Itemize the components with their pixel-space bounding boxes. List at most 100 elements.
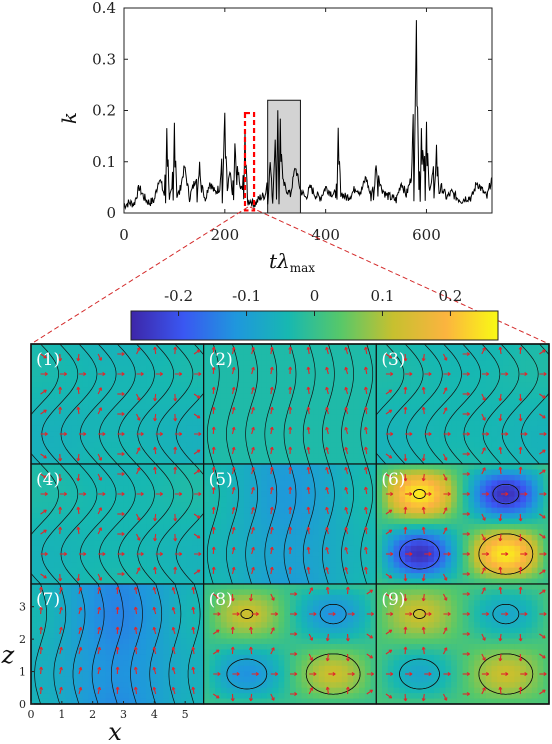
field-cell — [318, 398, 326, 405]
field-cell — [491, 349, 498, 356]
field-cell — [146, 540, 153, 547]
velocity-arrow — [97, 527, 102, 535]
field-cell — [100, 453, 107, 460]
field-cell — [370, 365, 377, 372]
field-cell — [226, 404, 234, 411]
field-cell — [405, 404, 412, 411]
field-cell — [376, 365, 383, 372]
field-cell — [157, 545, 164, 552]
field-cell — [456, 578, 464, 584]
field-cell — [479, 382, 487, 389]
field-cell — [318, 474, 326, 481]
field-cell — [387, 513, 395, 520]
field-cell — [226, 458, 234, 464]
field-cell — [341, 513, 349, 520]
arrow-head — [288, 446, 293, 450]
field-cell — [272, 534, 280, 541]
field-cell — [491, 436, 498, 443]
field-cell — [88, 529, 95, 536]
field-cell — [491, 540, 498, 547]
field-cell — [59, 562, 67, 569]
field-cell — [393, 578, 400, 584]
velocity-arrow — [212, 526, 215, 535]
field-cell — [42, 545, 49, 552]
field-cell — [376, 529, 383, 536]
field-cell — [422, 464, 429, 471]
field-cell — [117, 562, 124, 569]
field-cell — [220, 540, 228, 547]
field-cell — [525, 507, 533, 514]
field-cell — [330, 551, 337, 558]
field-cell — [347, 376, 354, 383]
field-cell — [324, 573, 331, 580]
field-cell — [48, 502, 55, 509]
field-cell — [59, 393, 67, 400]
field-cell — [405, 502, 412, 509]
panel-field — [376, 464, 550, 584]
field-cell — [54, 600, 61, 607]
field-cell — [48, 376, 55, 383]
field-cell — [341, 480, 349, 487]
field-cell — [531, 573, 539, 580]
field-cell — [290, 518, 297, 525]
field-cell — [88, 469, 95, 476]
field-cell — [479, 502, 487, 509]
field-cell — [514, 344, 521, 351]
field-cell — [445, 436, 452, 443]
field-cell — [82, 425, 90, 432]
field-cell — [226, 365, 234, 372]
field-cell — [301, 469, 308, 476]
field-cell — [364, 414, 372, 421]
field-cell — [71, 409, 78, 416]
field-cell — [163, 382, 170, 389]
field-cell — [123, 349, 130, 356]
field-cell — [65, 480, 72, 487]
field-cell — [336, 442, 343, 449]
field-cell — [146, 567, 153, 574]
field-cell — [249, 404, 257, 411]
field-cell — [468, 491, 475, 498]
field-cell — [42, 589, 49, 596]
field-cell — [543, 409, 550, 416]
field-cell — [105, 349, 113, 356]
field-cell — [71, 687, 78, 694]
field-cell — [359, 409, 366, 416]
field-cell — [36, 687, 44, 694]
field-cell — [324, 393, 331, 400]
field-cell — [128, 414, 136, 421]
field-cell — [163, 387, 170, 394]
field-cell — [186, 365, 193, 372]
field-cell — [48, 676, 55, 683]
field-cell — [474, 409, 481, 416]
field-cell — [393, 431, 400, 438]
field-cell — [382, 464, 389, 471]
field-cell — [410, 398, 418, 405]
field-cell — [301, 464, 308, 471]
field-cell — [186, 387, 193, 394]
field-cell — [537, 420, 544, 427]
field-cell — [485, 567, 493, 574]
field-cell — [146, 349, 153, 356]
field-cell — [243, 578, 251, 584]
field-cell — [318, 349, 326, 356]
field-cell — [468, 496, 475, 503]
field-cell — [295, 529, 303, 536]
field-cell — [203, 409, 211, 416]
field-cell — [186, 578, 193, 584]
field-cell — [123, 469, 130, 476]
field-cell — [416, 393, 423, 400]
field-cell — [514, 573, 521, 580]
field-cell — [169, 464, 176, 471]
field-cell — [284, 567, 291, 574]
field-cell — [261, 562, 268, 569]
field-cell — [491, 420, 498, 427]
field-cell — [232, 534, 239, 541]
field-cell — [399, 540, 406, 547]
field-cell — [36, 584, 44, 591]
field-cell — [88, 382, 95, 389]
field-cell — [42, 469, 49, 476]
field-cell — [88, 485, 95, 492]
field-cell — [497, 404, 504, 411]
field-cell — [433, 382, 441, 389]
field-cell — [393, 513, 400, 520]
